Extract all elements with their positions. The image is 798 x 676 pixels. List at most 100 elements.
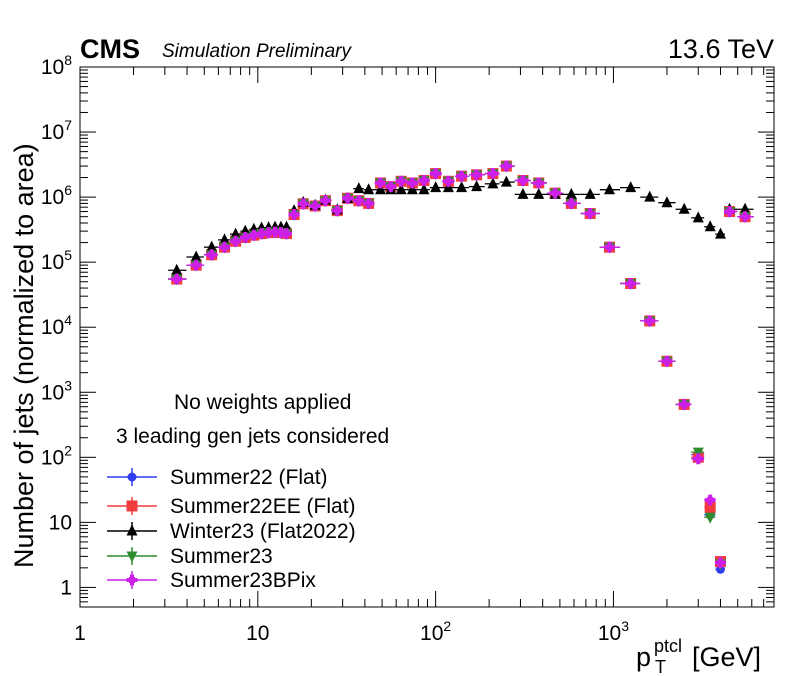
data-point xyxy=(661,196,673,208)
legend-item: Summer23 xyxy=(107,545,273,568)
data-point xyxy=(692,447,704,459)
data-point xyxy=(692,211,704,223)
data-point xyxy=(471,169,483,181)
data-point xyxy=(661,355,673,367)
data-point xyxy=(549,187,561,199)
data-point xyxy=(288,209,300,221)
x-tick-label: 10 xyxy=(246,622,269,645)
data-point xyxy=(406,177,418,189)
x-axis-label-unit: [GeV] xyxy=(692,642,761,672)
legend-marker xyxy=(126,500,138,512)
data-point xyxy=(603,241,615,253)
data-point xyxy=(363,183,375,195)
legend-label: Summer22EE (Flat) xyxy=(170,495,356,518)
y-tick-label: 1 xyxy=(60,576,72,599)
data-point xyxy=(219,241,231,253)
data-point xyxy=(584,187,596,199)
y-tick-label: 103 xyxy=(41,377,72,404)
data-point xyxy=(418,174,430,186)
data-point xyxy=(430,168,442,180)
y-tick-label: 104 xyxy=(41,312,72,339)
data-point xyxy=(678,398,690,410)
x-axis-label-sup: ptcl xyxy=(654,636,682,656)
data-point xyxy=(230,235,242,247)
y-tick-label: 108 xyxy=(41,52,72,79)
data-point xyxy=(385,181,397,193)
legend-item: Summer22 (Flat) xyxy=(107,466,328,489)
data-point xyxy=(239,224,251,236)
data-point xyxy=(704,501,716,513)
x-axis: 1 10 102 103 xyxy=(74,67,775,645)
legend-item: Summer23BPix xyxy=(107,569,316,592)
data-point xyxy=(678,202,690,214)
data-point xyxy=(500,160,512,172)
legend-marker xyxy=(126,574,138,586)
data-point xyxy=(704,220,716,232)
status-label: Simulation Preliminary xyxy=(162,41,353,62)
data-point xyxy=(517,174,529,186)
data-point xyxy=(442,175,454,187)
data-point xyxy=(603,183,615,195)
x-tick-label: 1 xyxy=(74,622,86,645)
data-point xyxy=(363,197,375,209)
data-point xyxy=(644,190,656,202)
data-point xyxy=(644,315,656,327)
data-point xyxy=(565,197,577,209)
data-point xyxy=(724,206,736,218)
x-axis-label-base: p xyxy=(636,642,651,672)
data-point xyxy=(395,183,407,195)
legend-label: Winter23 (Flat2022) xyxy=(170,520,356,543)
legend-label: Summer22 (Flat) xyxy=(170,466,328,489)
y-axis-label: Number of jets (normalized to area) xyxy=(9,143,39,568)
x-axis-label-sub: T xyxy=(655,657,666,676)
data-point xyxy=(353,182,365,194)
data-point xyxy=(230,227,242,239)
data-point xyxy=(692,453,704,465)
data-point xyxy=(353,195,365,207)
x-axis-label: p ptcl T [GeV] xyxy=(636,636,761,676)
x-tick-label: 102 xyxy=(420,618,451,645)
data-point xyxy=(171,273,183,285)
legend-marker xyxy=(126,551,138,563)
data-point xyxy=(206,249,218,261)
legend-label: Summer23BPix xyxy=(170,569,316,592)
data-point xyxy=(714,557,726,569)
data-point xyxy=(248,229,260,241)
data-point xyxy=(704,512,716,524)
svg-text:p: p xyxy=(636,642,651,672)
y-tick-label: 107 xyxy=(41,117,72,144)
data-point xyxy=(487,168,499,180)
legend: Summer22 (Flat) Summer22EE (Flat)Winter23… xyxy=(107,466,356,592)
y-tick-label: 105 xyxy=(41,247,72,274)
data-point xyxy=(418,183,430,195)
data-point xyxy=(456,181,468,193)
data-point xyxy=(739,211,751,223)
legend-marker xyxy=(126,524,138,536)
series-winter23-flat2022 xyxy=(168,175,754,275)
y-axis: 1 10 102 103 104 105 106 107 108 xyxy=(41,52,774,608)
data-series xyxy=(168,160,754,574)
data-point xyxy=(565,187,577,199)
data-point xyxy=(206,240,218,252)
data-point xyxy=(430,181,442,193)
data-point xyxy=(297,198,309,210)
data-point xyxy=(319,195,331,207)
annotation-weights: No weights applied xyxy=(174,391,351,414)
y-tick-label: 106 xyxy=(41,182,72,209)
data-point xyxy=(517,187,529,199)
legend-label: Summer23 xyxy=(170,545,273,568)
series-summer23bpix xyxy=(168,160,754,569)
data-point xyxy=(533,187,545,199)
data-point xyxy=(309,200,321,212)
legend-item: Winter23 (Flat2022) xyxy=(107,520,356,543)
data-point xyxy=(487,177,499,189)
data-point xyxy=(375,177,387,189)
legend-marker xyxy=(127,472,137,482)
x-tick-label: 103 xyxy=(598,618,629,645)
data-point xyxy=(190,250,202,262)
data-point xyxy=(190,259,202,271)
data-point xyxy=(471,180,483,192)
data-point xyxy=(625,277,637,289)
experiment-label: CMS xyxy=(80,34,140,64)
annotation-jets: 3 leading gen jets considered xyxy=(116,425,389,448)
